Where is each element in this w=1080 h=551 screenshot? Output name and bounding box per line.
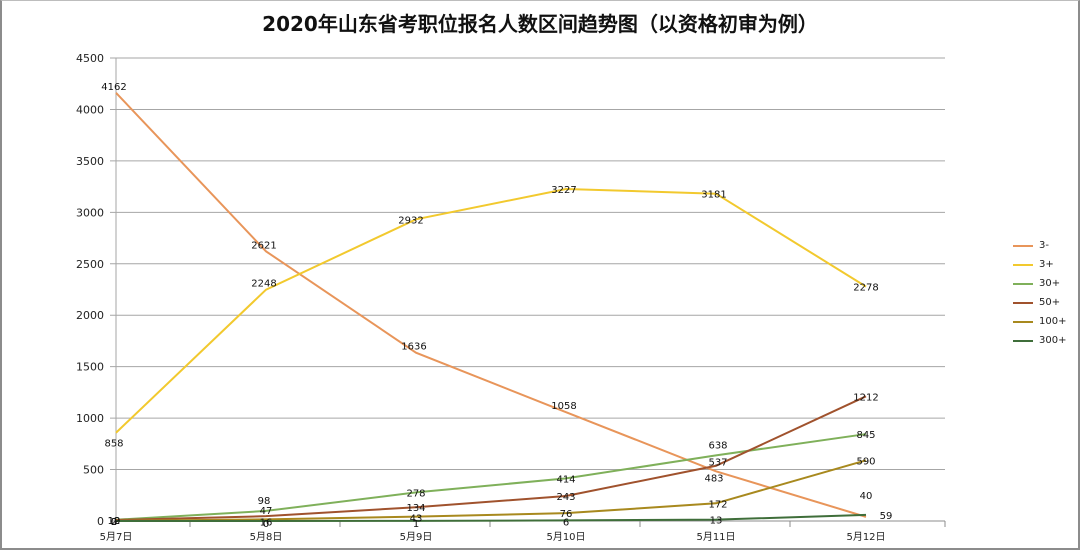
- legend-label: 50+: [1039, 297, 1061, 308]
- data-label: 537: [708, 458, 727, 469]
- legend-swatch: [1013, 282, 1033, 285]
- y-tick-label: 2500: [76, 258, 104, 271]
- legend-item-50+: 50+: [1013, 293, 1066, 312]
- x-tick-label: 5月10日: [546, 531, 585, 543]
- data-label: 1212: [853, 392, 878, 403]
- y-tick-label: 3500: [76, 155, 104, 168]
- legend-label: 300+: [1039, 335, 1067, 346]
- data-label: 59: [880, 511, 893, 522]
- chart-legend: 3- 3+ 30+ 50+ 100+ 300+: [1013, 236, 1066, 350]
- data-label: 3181: [701, 190, 726, 201]
- data-label: 1: [413, 519, 419, 530]
- series-line-100+: [115, 459, 867, 522]
- data-label: 414: [556, 474, 575, 485]
- legend-label: 30+: [1039, 278, 1061, 289]
- data-label: 2: [111, 517, 117, 528]
- series-line-3-: [115, 92, 867, 518]
- data-label: 278: [406, 488, 425, 499]
- series-line-3+: [115, 187, 867, 434]
- y-tick-label: 3000: [76, 206, 104, 219]
- y-tick-label: 4500: [76, 52, 104, 65]
- data-label: 483: [704, 473, 723, 484]
- legend-swatch: [1013, 301, 1033, 304]
- y-tick-label: 1500: [76, 361, 104, 374]
- data-label: 1636: [401, 342, 426, 353]
- data-label: 6: [563, 517, 569, 528]
- y-tick-label: 1000: [76, 412, 104, 425]
- legend-item-300+: 300+: [1013, 331, 1066, 350]
- x-tick-label: 5月11日: [696, 531, 735, 543]
- series-line-50+: [115, 395, 867, 521]
- data-label: 0: [263, 519, 269, 530]
- legend-label: 100+: [1039, 316, 1067, 327]
- y-tick-label: 2000: [76, 309, 104, 322]
- data-label: 2932: [398, 215, 423, 226]
- data-label: 2248: [251, 279, 276, 290]
- legend-swatch: [1013, 244, 1033, 247]
- y-tick-label: 4000: [76, 103, 104, 116]
- data-label: 2621: [251, 240, 276, 251]
- data-label: 43: [410, 514, 423, 525]
- data-label: 2278: [853, 283, 878, 294]
- legend-item-3-: 3-: [1013, 236, 1066, 255]
- data-label: 47: [260, 506, 273, 517]
- series-line-30+: [115, 433, 867, 521]
- data-label: 858: [104, 439, 123, 450]
- data-label: 13: [710, 516, 723, 527]
- data-label: 3227: [551, 185, 576, 196]
- data-label: 243: [556, 492, 575, 503]
- legend-swatch: [1013, 263, 1033, 266]
- data-label: 98: [258, 496, 271, 507]
- x-tick-label: 5月9日: [400, 531, 433, 543]
- data-label: 16: [260, 517, 273, 528]
- x-tick-label: 5月8日: [250, 531, 283, 543]
- data-label: 172: [708, 499, 727, 510]
- data-label: 590: [856, 456, 875, 467]
- chart-title: 2020年山东省考职位报名人数区间趋势图（以资格初审为例）: [262, 12, 818, 36]
- series-line-300+: [116, 513, 867, 522]
- y-tick-label: 500: [83, 464, 104, 477]
- data-label: 12: [108, 516, 121, 527]
- y-tick-label: 0: [97, 515, 104, 528]
- data-label: 134: [406, 503, 425, 514]
- data-label: 638: [708, 440, 727, 451]
- data-label: 76: [560, 509, 573, 520]
- data-label: 40: [860, 491, 873, 502]
- legend-swatch: [1013, 339, 1033, 342]
- data-label: 0: [111, 517, 117, 528]
- legend-item-100+: 100+: [1013, 312, 1066, 331]
- legend-item-30+: 30+: [1013, 274, 1066, 293]
- x-tick-label: 5月12日: [846, 531, 885, 543]
- legend-label: 3-: [1039, 240, 1049, 251]
- data-label: 845: [856, 430, 875, 441]
- x-tick-label: 5月7日: [100, 531, 133, 543]
- legend-item-3+: 3+: [1013, 255, 1066, 274]
- legend-label: 3+: [1039, 259, 1054, 270]
- data-label: 10: [108, 516, 121, 527]
- data-label: 1058: [551, 401, 576, 412]
- legend-swatch: [1013, 320, 1033, 323]
- data-label: 4162: [101, 82, 126, 93]
